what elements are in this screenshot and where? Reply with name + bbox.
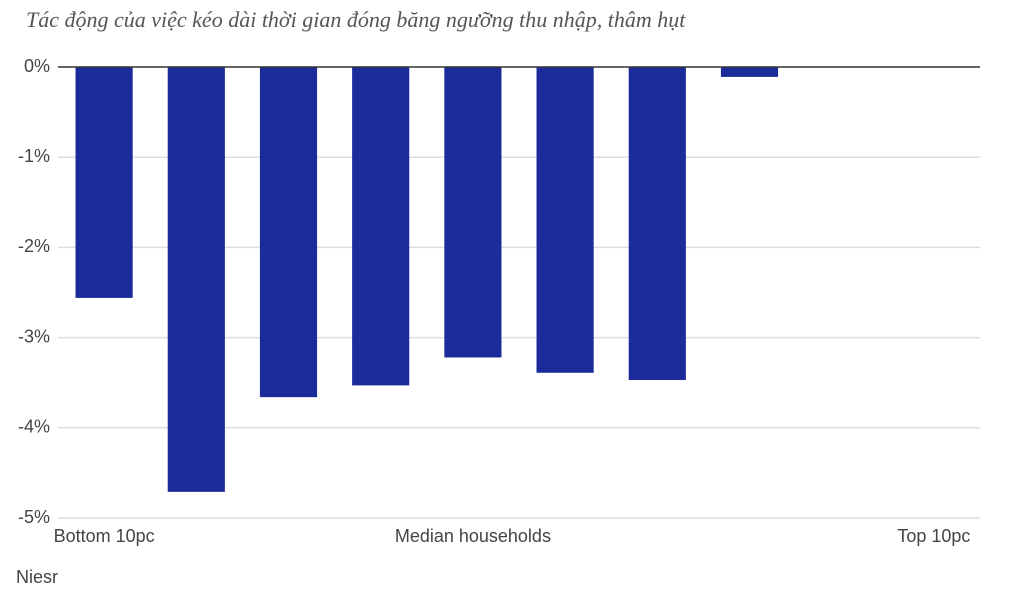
y-tick-label: -1% (18, 146, 50, 166)
source: Niesr (16, 567, 58, 587)
x-tick-label: Median households (395, 526, 551, 546)
bar (352, 67, 410, 386)
bar (628, 67, 686, 380)
x-tick-label: Bottom 10pc (54, 526, 155, 546)
y-tick-label: -4% (18, 417, 50, 437)
bar (259, 67, 318, 398)
bar (444, 67, 502, 358)
chart-title: Tác động của việc kéo dài thời gian đóng… (26, 7, 686, 32)
bar (536, 67, 594, 373)
y-tick-label: -2% (18, 236, 50, 256)
y-tick-label: 0% (24, 56, 50, 76)
bar (167, 67, 225, 492)
bar (75, 67, 133, 298)
y-tick-label: -3% (18, 326, 50, 346)
x-tick-label: Top 10pc (897, 526, 970, 546)
y-tick-label: -5% (18, 507, 50, 527)
bar (720, 67, 779, 77)
